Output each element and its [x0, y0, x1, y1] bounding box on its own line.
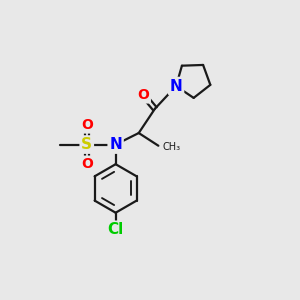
Text: N: N [109, 137, 122, 152]
Text: Cl: Cl [107, 222, 124, 237]
Text: S: S [81, 137, 92, 152]
Text: O: O [81, 157, 93, 171]
Text: CH₃: CH₃ [163, 142, 181, 152]
Text: O: O [137, 88, 149, 102]
Text: N: N [170, 79, 182, 94]
Text: O: O [81, 118, 93, 132]
